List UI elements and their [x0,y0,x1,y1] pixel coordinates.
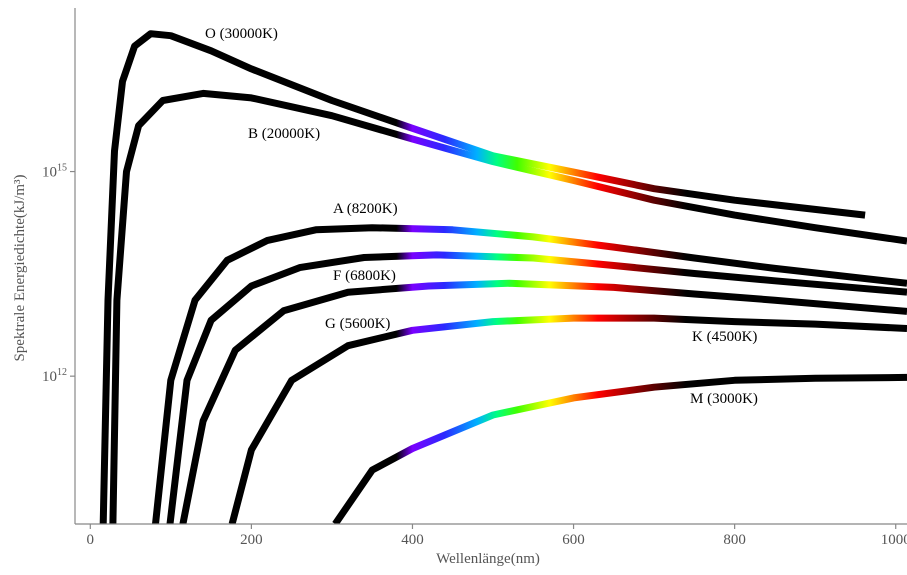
x-tick-label: 400 [401,532,424,548]
spectrum-curve [179,279,907,524]
curve-label: G (5600K) [325,316,390,332]
x-axis-title: Wellenlänge(nm) [436,551,540,567]
y-axis-title: Spektrale Energiedichte(kJ/m³) [12,174,28,361]
plot-area [99,30,907,524]
spectrum-curve [152,224,907,524]
curve-label: K (4500K) [692,329,757,345]
spectrum-curve [99,30,866,524]
curve-label: O (30000K) [205,26,278,42]
spectrum-curve [166,251,907,524]
spectrum-curve [332,373,907,524]
x-tick-label: 1000 [881,532,907,548]
curve-label: A (8200K) [333,201,398,217]
curve-label: B (20000K) [248,126,320,142]
y-tick-label: 1015 [42,163,67,181]
spectrum-curve [228,314,907,524]
x-tick-label: 600 [562,532,585,548]
curve-label: F (6800K) [333,268,396,284]
spectrum-curve [109,89,907,524]
x-tick-label: 200 [240,532,263,548]
y-tick-label: 1012 [42,367,67,385]
x-tick-label: 800 [723,532,746,548]
x-tick-label: 0 [87,532,95,548]
curve-label: M (3000K) [690,391,758,407]
